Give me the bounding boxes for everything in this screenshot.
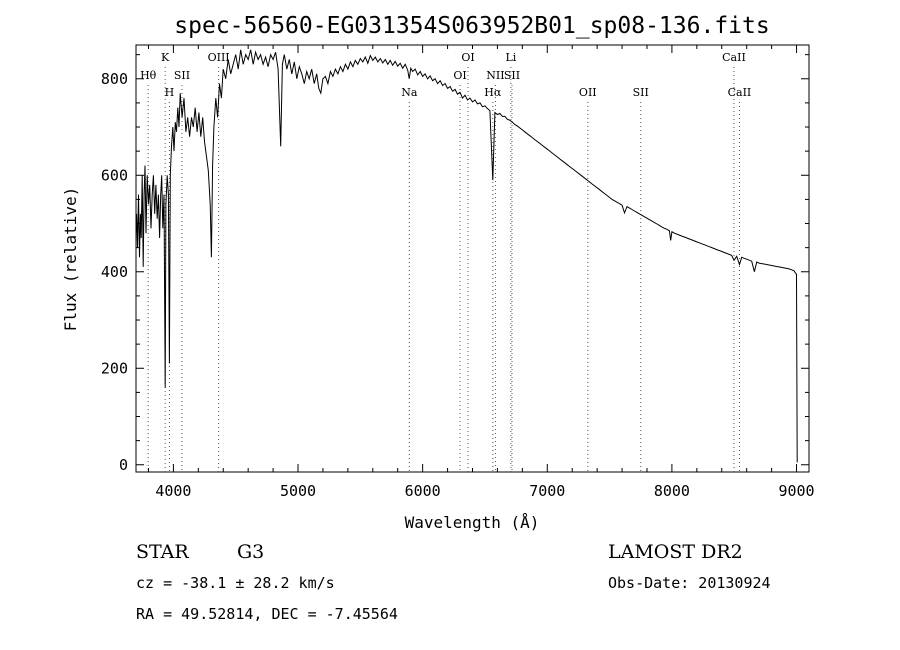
spectrum-line [135, 49, 798, 463]
y-tick-label: 400 [101, 263, 128, 281]
x-tick-label: 7000 [529, 482, 565, 500]
x-axis-label: Wavelength (Å) [405, 513, 540, 532]
spectral-line-label: Na [401, 86, 418, 99]
y-tick-label: 800 [101, 70, 128, 88]
y-axis-ticks: 0 200 400 600 800 [101, 54, 809, 474]
coordinates: RA = 49.52814, DEC = -7.45564 [136, 605, 398, 623]
spectral-line-label: Li [505, 51, 516, 64]
chart-title: spec-56560-EG031354S063952B01_sp08-136.f… [174, 13, 769, 39]
spectral-line-label: K [161, 51, 170, 64]
y-axis-label: Flux (relative) [61, 187, 80, 332]
spectral-line-label: Hθ [140, 69, 157, 82]
spectral-line-label: OI [453, 69, 466, 82]
spectral-line-label: H [165, 86, 175, 99]
spectral-line-label: OI [461, 51, 474, 64]
observation-date: Obs-Date: 20130924 [608, 574, 771, 592]
spectral-line-label: OII [579, 86, 597, 99]
x-axis-ticks: 4000 5000 6000 7000 8000 9000 [147, 45, 815, 500]
plot-frame [135, 44, 810, 473]
x-tick-label: 8000 [654, 482, 690, 500]
x-tick-label: 4000 [155, 482, 191, 500]
spectral-line-label: OIII [208, 51, 230, 64]
spectral-line-label: SII [174, 69, 190, 82]
spectral-line-label: SII [633, 86, 649, 99]
spectral-line-label: CaII [728, 86, 752, 99]
spectral-line-label: NII [486, 69, 504, 82]
spectral-line-label: Hα [484, 86, 502, 99]
spectral-line-label: CaII [722, 51, 746, 64]
spectral-line-markers [147, 67, 740, 472]
y-tick-label: 0 [119, 456, 128, 474]
x-tick-label: 9000 [778, 482, 814, 500]
y-tick-label: 200 [101, 359, 128, 377]
spectral-line-label: SII [504, 69, 520, 82]
y-tick-label: 600 [101, 166, 128, 184]
x-tick-label: 6000 [405, 482, 441, 500]
redshift-velocity: cz = -38.1 ± 28.2 km/s [136, 574, 335, 592]
x-tick-label: 5000 [280, 482, 316, 500]
object-subclass: G3 [237, 541, 264, 563]
survey-name: LAMOST DR2 [608, 541, 743, 563]
object-class: STAR [136, 541, 189, 563]
